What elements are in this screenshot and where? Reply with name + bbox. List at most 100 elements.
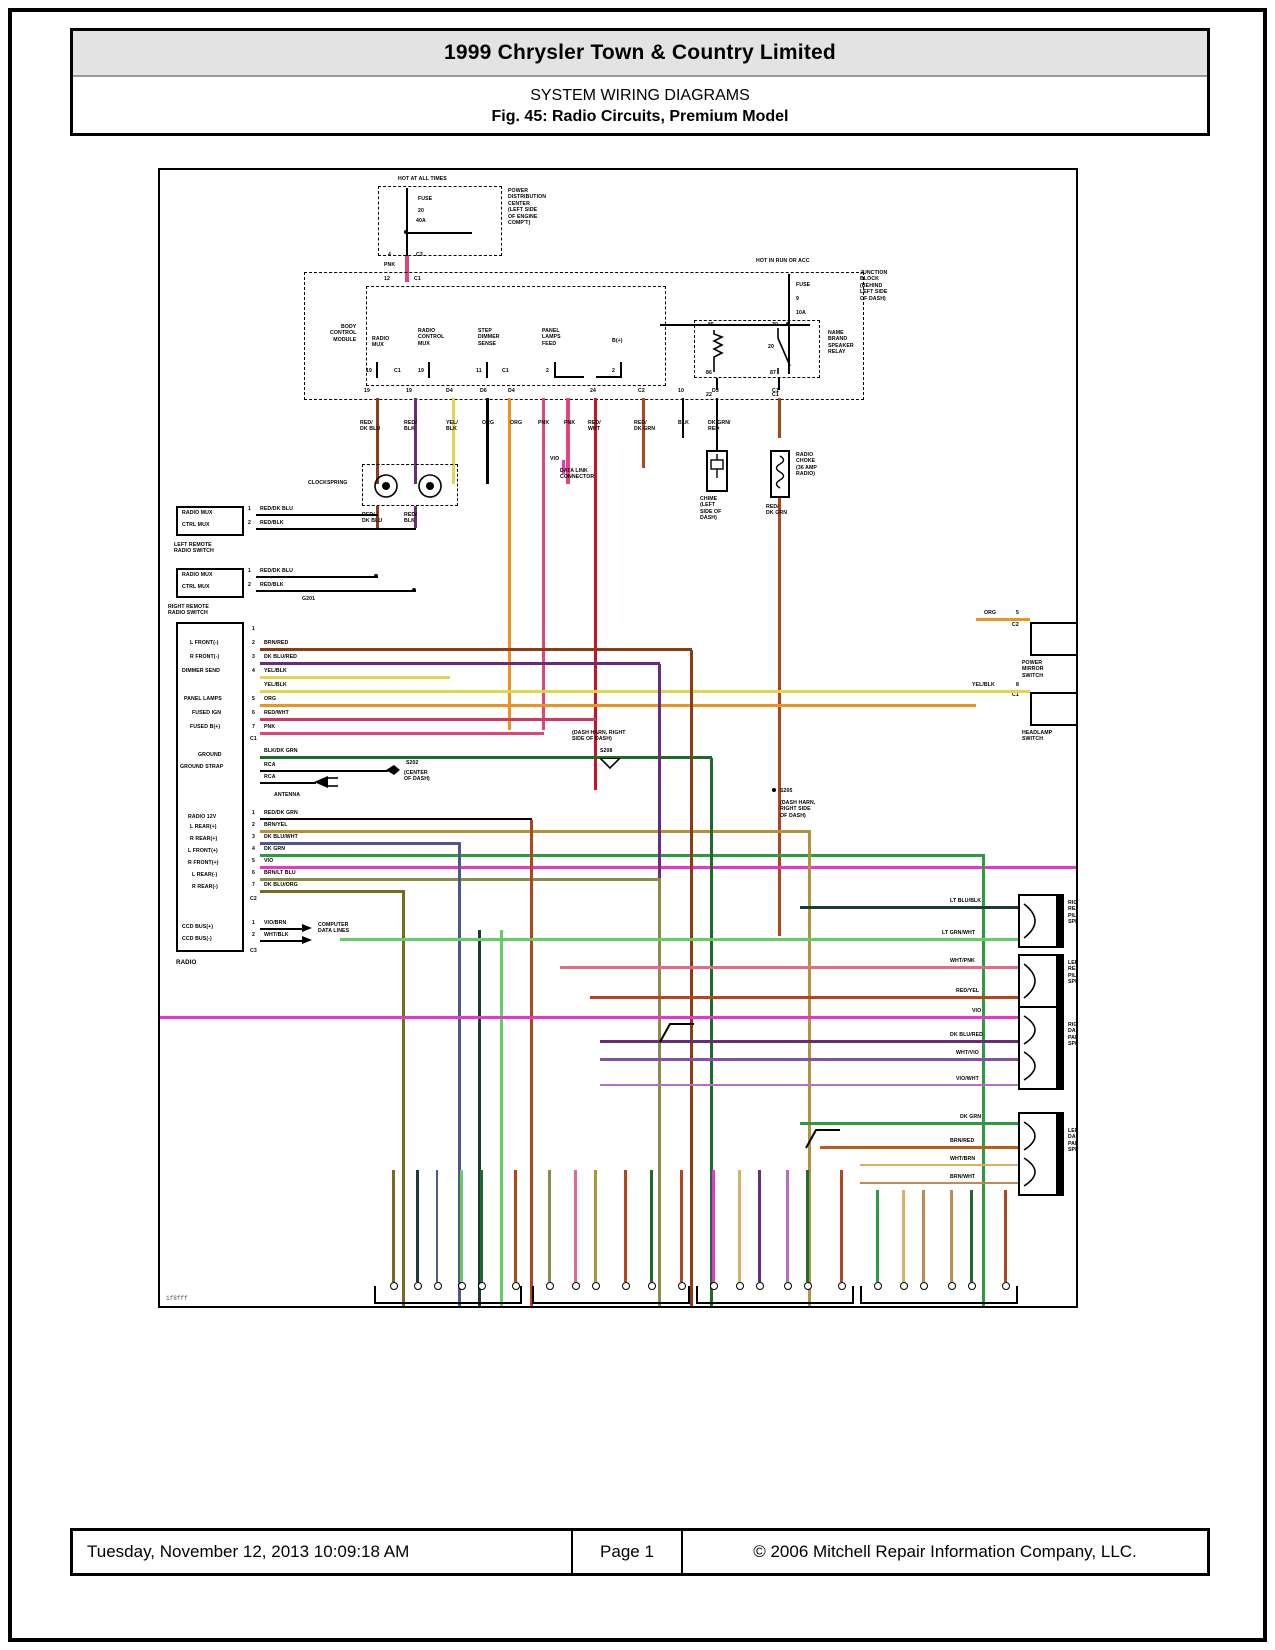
right-remote-pin-2: 2 bbox=[248, 582, 251, 588]
cs-wire-redblk: RED/ BLK bbox=[404, 512, 417, 525]
radio-c1-wire-4: YEL/BLK bbox=[264, 668, 287, 674]
wire-choke-out bbox=[778, 498, 781, 534]
wire-redwht bbox=[260, 718, 596, 721]
speaker-icon bbox=[1023, 896, 1062, 946]
radio-c2-name-5: R FRONT(+) bbox=[188, 860, 219, 866]
power-mirror-switch-label: POWER MIRROR SWITCH bbox=[1022, 660, 1044, 679]
wire-dkbluwht bbox=[260, 842, 460, 845]
wire-reddkblu-drop bbox=[376, 398, 379, 484]
pin-label: 19 bbox=[364, 388, 370, 394]
pdc-fuse-amp: 40A bbox=[416, 218, 426, 224]
radio-connector-c2: C2 bbox=[250, 896, 257, 902]
speaker3-wire-1: BRN/RED bbox=[950, 1138, 975, 1144]
bcm-pin-19: 19 bbox=[366, 368, 372, 374]
clockspring-icon bbox=[374, 474, 442, 498]
radio-module-body bbox=[176, 622, 244, 952]
speaker3-wire-2: WHT/BRN bbox=[950, 1156, 976, 1162]
left-remote-pin-1: 1 bbox=[248, 506, 251, 512]
splice-s205-note: (DASH HARN, RIGHT SIDE OF DASH) bbox=[780, 800, 816, 819]
pin-label: D4 bbox=[508, 388, 515, 394]
dlc-wire-vio: VIO bbox=[550, 456, 560, 462]
pin-label: D4 bbox=[446, 388, 453, 394]
wire-label-pnk-b: PNK bbox=[564, 420, 576, 426]
radio-c1-name-5: PANEL LAMPS bbox=[184, 696, 222, 702]
speaker3-wire-0: DK GRN bbox=[960, 1114, 982, 1120]
wire-elbow bbox=[805, 1129, 840, 1149]
radio-c1-wire-5: ORG bbox=[264, 696, 277, 702]
pms-conn: C2 bbox=[1012, 622, 1019, 628]
radio-c1-wire-7: PNK bbox=[264, 724, 276, 730]
pdc-wire-color: PNK bbox=[384, 262, 396, 268]
wire-label-redblk: RED/ BLK bbox=[404, 420, 417, 433]
radio-c1-name-7: FUSED B(+) bbox=[190, 724, 221, 730]
radio-c1-pin-1: 1 bbox=[252, 626, 255, 632]
left-remote-switch-label: LEFT REMOTE RADIO SWITCH bbox=[174, 542, 214, 555]
radio-ground-name: GROUND bbox=[198, 752, 222, 758]
radio-c1-pin-6: 6 bbox=[252, 710, 255, 716]
splice-s202-note: (CENTER OF DASH) bbox=[404, 770, 430, 783]
jb-name: JUNCTION BLOCK (BEHIND LEFT SIDE OF DASH… bbox=[860, 270, 888, 302]
bcm-port-panel-lamps-feed: PANEL LAMPS FEED bbox=[542, 328, 561, 347]
clockspring-label: CLOCKSPRING bbox=[308, 480, 348, 486]
relay-pin-86: 86 bbox=[706, 370, 712, 376]
pdc-fuse-label: FUSE bbox=[418, 196, 433, 202]
hls-conn: C1 bbox=[1012, 692, 1019, 698]
radio-c1-name-4: DIMMER SEND bbox=[182, 668, 220, 674]
radio-connector-c3: C3 bbox=[250, 948, 257, 954]
wire-dkgrn bbox=[260, 854, 984, 857]
radio-c2-wire-1: RED/DK GRN bbox=[264, 810, 298, 816]
hls-wire: YEL/BLK bbox=[972, 682, 995, 688]
ds0-name: RIGHT REAR SPEAKER bbox=[414, 1306, 440, 1308]
wire-brnyel bbox=[260, 830, 810, 833]
wire-pnk-main bbox=[542, 398, 545, 730]
radio-c2-name-1: RADIO 12V bbox=[188, 814, 217, 820]
wire-label-pnk-a: PNK bbox=[538, 420, 550, 426]
junction-dot bbox=[412, 588, 416, 592]
radio-rca-1: RCA bbox=[264, 762, 276, 768]
wire-dkgrnred bbox=[778, 398, 781, 438]
wire-brnred bbox=[260, 648, 692, 651]
radio-ground-wire: BLK/DK GRN bbox=[264, 748, 298, 754]
speaker0-name: RIGHT REAR PILLAR SPEAKER bbox=[1068, 900, 1078, 926]
header-title-bar: 1999 Chrysler Town & Country Limited bbox=[73, 31, 1207, 77]
radio-c2-pin-2: 2 bbox=[252, 822, 255, 828]
right-door-speaker-connector bbox=[696, 1286, 854, 1304]
radio-c1-pin-5: 5 bbox=[252, 696, 255, 702]
radio-c3-name-1: CCD BUS(+) bbox=[182, 924, 214, 930]
wire-pnk-pdc bbox=[405, 256, 409, 282]
wire-yelblk-drop bbox=[452, 398, 455, 484]
headlamp-switch-body bbox=[1030, 692, 1076, 726]
bcm-port-radio-mux: RADIO MUX bbox=[372, 336, 390, 349]
jb-feed-wire bbox=[660, 324, 810, 326]
wire-label-reddkgrn: RED/ DK GRN bbox=[634, 420, 656, 433]
bcm-port-step-dimmer-sense: STEP DIMMER SENSE bbox=[478, 328, 500, 347]
radio-c2-pin-4: 4 bbox=[252, 846, 255, 852]
radio-ground-strap-name: GROUND STRAP bbox=[180, 764, 224, 770]
figure-caption: Fig. 45: Radio Circuits, Premium Model bbox=[491, 107, 789, 125]
page-title: 1999 Chrysler Town & Country Limited bbox=[444, 41, 836, 64]
relay-pin-87: 87 bbox=[770, 370, 776, 376]
bcm-conn-c1b: C1 bbox=[502, 368, 509, 374]
page-border bbox=[8, 8, 1267, 1642]
trunk-dkgrn bbox=[982, 854, 985, 1306]
radio-c2-pin-7: 7 bbox=[252, 882, 255, 888]
radio-c1-wire-2: BRN/RED bbox=[264, 640, 289, 646]
right-remote-term-radio-mux: RADIO MUX bbox=[182, 572, 213, 578]
relay-contact-icon bbox=[777, 328, 791, 374]
radio-c1-name-3: R FRONT(-) bbox=[190, 654, 220, 660]
document-header: 1999 Chrysler Town & Country Limited SYS… bbox=[70, 28, 1210, 136]
speaker1-name: LEFT REAR PILLAR SPEAKER bbox=[1068, 960, 1078, 986]
pms-wire: ORG bbox=[984, 610, 997, 616]
hls-pin: 8 bbox=[1016, 682, 1019, 688]
bcm-pin-2b: 2 bbox=[612, 368, 615, 374]
pdc-cav-a: 4 bbox=[388, 252, 391, 258]
radio-connector-c1: C1 bbox=[250, 736, 257, 742]
radio-c2-wire-6: BRN/LT BLU bbox=[264, 870, 296, 876]
trunk-dkbluorg bbox=[402, 890, 405, 1306]
power-mirror-switch-body bbox=[1030, 622, 1076, 656]
pdc-cav-c: 12 bbox=[384, 276, 390, 282]
speaker1-wire-0: WHT/PNK bbox=[950, 958, 975, 964]
wire-reddkgrn-bus bbox=[778, 532, 781, 936]
relay-boundary bbox=[694, 320, 820, 378]
pin-label: 24 bbox=[590, 388, 596, 394]
